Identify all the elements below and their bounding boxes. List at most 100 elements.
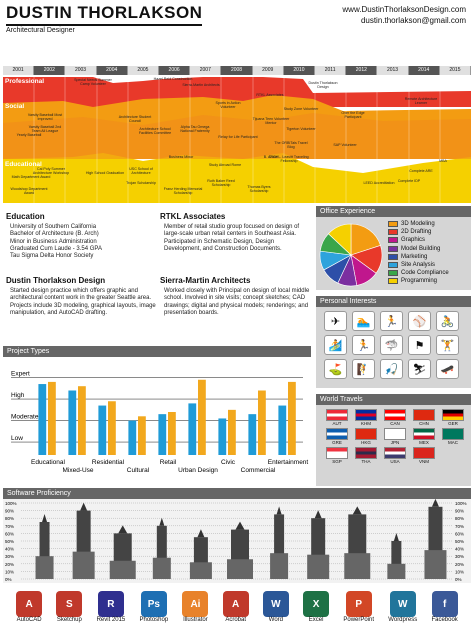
timeline-event: High School Graduation (85, 171, 125, 175)
country-code: SGP (332, 459, 342, 464)
year-2008: 2008 (221, 66, 253, 75)
timeline-event: Varsity Baseball 2nd Team All League (28, 125, 62, 133)
education-heading: Education (6, 212, 45, 221)
flag-icon (442, 428, 464, 440)
country-code: KHM (361, 421, 371, 426)
country-code: MEX (419, 440, 429, 445)
year-2010: 2010 (284, 66, 316, 75)
dtd-text: Started design practice which offers gra… (10, 288, 156, 316)
software-icon: f (431, 591, 458, 617)
cycling-icon: 🚴 (436, 311, 459, 331)
timeline-event: Relay for Life Participant (218, 135, 258, 139)
timeline-event: Tijuana Teen Volunteer Mentor (252, 117, 290, 125)
fishing-icon: 🎣 (380, 359, 403, 379)
legend-swatch (388, 262, 398, 269)
country-usa: USA (384, 447, 406, 464)
travels-heading: World Travels (316, 394, 471, 405)
office-legend: 3D Modeling 2D Drafting Graphics Model Buil… (388, 220, 449, 286)
legend-item: Code Compliance (388, 269, 449, 277)
pct-tick-right: 40% (455, 547, 464, 552)
pct-tick-left: 80% (5, 516, 14, 521)
software-illustrator: Ai Illustrator (182, 591, 209, 623)
interest-icons: ✈ 🏊 🏃 ⚾ 🚴 🏄 🏃 🦈 ⚑ 🏋 ⛳ 🧗 🎣 ⛷ 🛹 (324, 311, 459, 379)
project-bar (158, 414, 167, 455)
software-facebook: f Facebook (431, 591, 458, 623)
legend-item: 2D Drafting (388, 228, 449, 236)
category-label: Educational (31, 459, 66, 466)
country-code: CAN (390, 421, 400, 426)
timeline-event: Yearly Baseball (16, 133, 42, 137)
row-professional: Professional (5, 78, 45, 85)
office-experience-panel: Office Experience 3D Modeling 2D Drafting… (316, 206, 471, 290)
category-label: Mixed-Use (62, 467, 93, 474)
pct-tick-left: 20% (5, 562, 14, 567)
project-bar (168, 412, 176, 455)
education-details: University of Southern California Bachelo… (6, 224, 156, 260)
year-2004: 2004 (97, 66, 128, 75)
category-label: Cultural (127, 467, 150, 474)
skiing-icon: ⛷ (408, 359, 431, 379)
timeline-event: Dustin Thorlakson Design (308, 81, 338, 89)
legend-item: Graphics (388, 236, 449, 244)
pct-tick-left: 10% (5, 569, 14, 574)
legend-label: Marketing (401, 253, 428, 260)
timeline-event: Over the Edge Participant (341, 111, 365, 119)
project-bar (248, 414, 257, 455)
software-skyline-chart: 100% 100% 90% 90% 80% 80% 70% 70% 60% 60% 50% 50% 40… (3, 498, 471, 583)
skyline-building (156, 525, 167, 579)
rtkl-text: Member of retail studio group focused on… (164, 224, 300, 252)
software-icon: S (56, 591, 83, 617)
software-label: Word (268, 617, 284, 623)
project-types-panel: Project Types Expert High Moderate Low Educa… (3, 346, 311, 486)
travels-panel: World Travels AUT KHM CAN CHN GER GRE HKG JPN ME… (316, 394, 471, 486)
pct-tick-right: 60% (455, 531, 464, 536)
timeline-event: Business Minor (168, 155, 194, 159)
website-link[interactable]: www.DustinThorlaksonDesign.com (342, 5, 466, 14)
project-bar (138, 416, 146, 455)
education-line: Tau Sigma Delta Honor Society (10, 253, 94, 260)
flag-icon (384, 447, 406, 459)
legend-item: Site Analysis (388, 261, 449, 269)
legend-swatch (388, 278, 398, 285)
country-flags: AUT KHM CAN CHN GER GRE HKG JPN MEX MAC SGP THA USA V… (326, 409, 464, 464)
year-2002: 2002 (34, 66, 66, 75)
legend-label: Graphics (401, 237, 426, 244)
software-label: Photoshop (139, 617, 169, 623)
country-code: HKG (361, 440, 371, 445)
software-acrobat: A Acrobat (222, 591, 249, 623)
swimming-icon: 🏃 (380, 311, 403, 331)
level-label: Moderate (11, 414, 39, 421)
professional-band (3, 77, 471, 107)
running-icon: 🏃 (352, 335, 375, 355)
legend-swatch (388, 253, 398, 260)
golf-icon: ⛳ (324, 359, 347, 379)
climbing-icon: 🧗 (352, 359, 375, 379)
category-label: Retail (160, 459, 177, 466)
email-link[interactable]: dustin.thorlakson@gmail.com (360, 16, 466, 25)
legend-label: 3D Modeling (401, 221, 435, 228)
year-2012: 2012 (346, 66, 378, 75)
sierra-text: Worked closely with Principal on design … (164, 288, 310, 316)
legend-item: 3D Modeling (388, 220, 449, 228)
timeline-event: Study Zone Volunteer (283, 107, 319, 111)
software-heading: Software Proficiency (3, 488, 471, 499)
software-excel: X Excel (303, 591, 330, 623)
software-icon: A (222, 591, 249, 617)
software-label: Facebook (431, 617, 458, 623)
pct-tick-right: 100% (455, 501, 467, 506)
skyline-building (274, 514, 285, 579)
software-label: Excel (308, 617, 324, 623)
legend-label: 2D Drafting (401, 229, 432, 236)
pct-tick-left: 40% (5, 547, 14, 552)
timeline-event: Cal Poly Summer Architecture Workshop (32, 167, 70, 175)
timeline-event: Math Department Award (11, 175, 51, 179)
pct-tick-left: 0% (5, 577, 12, 582)
row-social: Social (5, 103, 25, 110)
pct-tick-right: 10% (455, 569, 464, 574)
timeline-event: Thomas Byers Scholarship (247, 185, 271, 193)
diving-icon: 🏊 (352, 311, 375, 331)
country-hkg: HKG (355, 428, 377, 445)
software-revit-2015: R Revit 2015 (97, 591, 125, 623)
resume-name: DUSTIN THORLAKSON (6, 3, 203, 26)
software-icon: W (262, 591, 289, 617)
